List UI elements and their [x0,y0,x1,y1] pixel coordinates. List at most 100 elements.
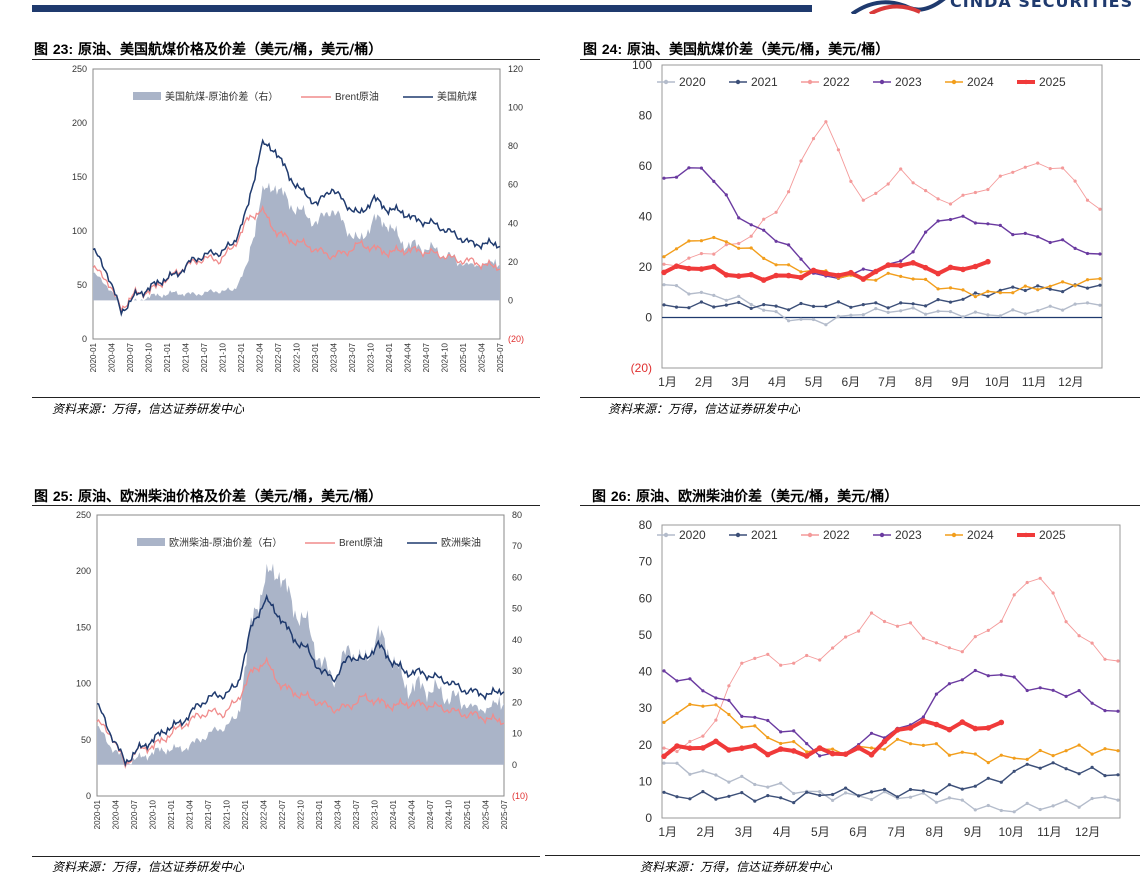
series-point-2021 [799,301,803,306]
series-point-2025 [785,272,792,279]
series-point-2021 [1098,283,1102,287]
series-point-2021 [973,291,978,295]
series-point-2025 [773,272,779,279]
series-point-2023 [740,714,744,719]
x-tick-label: 2020-07 [130,799,139,829]
plot-frame [96,514,505,797]
figure-25-title: 图 25: 原油、欧洲柴油价格及价差（美元/桶，美元/桶） [34,488,383,505]
series-point-2020 [687,292,691,296]
series-point-2021 [961,297,965,301]
legend-label-spread: 美国航煤-原油价差（右） [165,90,278,103]
series-point-2020 [874,307,878,311]
series-point-2022 [724,243,728,247]
series-point-2021 [1036,284,1040,288]
series-point-2020 [1023,312,1027,316]
series-point-2025 [881,738,888,745]
series-point-2025 [798,274,804,281]
product-line-series [92,138,501,317]
series-point-2025 [835,272,842,279]
series-point-2020 [1090,796,1094,801]
series-point-2024 [831,747,835,751]
x-tick-label: 6月 [841,375,860,389]
series-point-2021 [960,787,964,791]
y-left-tick-label: 50 [77,280,87,290]
x-tick-label: 2024-01 [389,799,398,829]
series-point-2021 [934,792,939,796]
series-point-2024 [662,720,666,725]
series-point-2022 [779,663,783,667]
series-point-2021 [999,780,1003,784]
series-point-2024 [1038,748,1042,753]
legend-label-spread: 欧洲柴油-原油价差（右） [169,536,282,549]
series-point-2023 [999,673,1003,677]
series-point-2023 [861,267,865,271]
legend-label-2022: 2022 [823,75,850,89]
series-point-2023 [899,259,903,263]
y-left-tick-label: 100 [72,226,87,236]
series-point-2020 [947,796,952,800]
x-tick-label: 2020-01 [93,799,102,829]
series-point-2020 [799,317,803,321]
series-point-2020 [699,290,704,294]
x-tick-label: 2023-10 [371,799,380,829]
x-tick-label: 5月 [811,825,830,839]
y-right-tick-label: 40 [512,635,522,645]
series-point-2025 [674,743,680,749]
series-point-2020 [1012,810,1016,814]
series-point-2020 [724,298,728,302]
legend-marker-2024 [951,532,957,538]
series-point-2022 [1077,634,1081,638]
y-tick-label: 50 [639,628,653,642]
series-point-2023 [799,257,803,261]
series-point-2021 [712,305,716,309]
x-tick-label: 3月 [731,375,750,389]
y-left-tick-label: 0 [82,334,87,344]
series-point-2025 [816,745,823,751]
series-point-2021 [687,306,691,310]
series-point-2024 [792,740,796,744]
x-tick-label: 2022-10 [297,799,306,829]
series-point-2023 [675,679,679,683]
y-right-tick-label: 60 [512,572,522,582]
x-tick-label: 4月 [773,825,792,839]
series-point-2023 [911,250,915,254]
y-left-tick-label: 150 [72,172,87,182]
plot-frame [92,68,501,340]
series-point-2021 [675,795,679,799]
series-point-2020 [787,319,791,323]
series-point-2020 [737,294,741,298]
series-point-2023 [1048,240,1052,245]
series-point-2021 [857,794,861,798]
series-point-2023 [998,223,1002,227]
series-point-2024 [762,256,766,260]
y-right-tick-label: 60 [508,180,518,190]
series-point-2023 [779,730,783,734]
series-point-2022 [1061,166,1065,170]
x-tick-label: 2023-07 [348,342,357,372]
series-point-2021 [818,793,822,798]
series-point-2022 [911,181,915,185]
series-point-2025 [661,753,667,760]
series-point-2021 [874,301,878,305]
series-point-2025 [920,718,927,724]
series-point-2023 [1073,246,1077,250]
series-point-2020 [811,317,816,322]
series-point-2024 [998,291,1002,295]
series-point-2024 [869,746,874,750]
series-point-2023 [714,696,718,700]
series-point-2025 [686,265,692,272]
series-point-2021 [921,789,926,793]
x-tick-label: 2024-01 [385,342,394,372]
series-point-2025 [842,751,849,757]
y-left-tick-label: 150 [76,622,91,632]
legend-marker-2025 [1023,532,1029,538]
series-point-2022 [882,619,887,624]
y-right-tick-label: (20) [508,334,524,344]
series-point-2024 [805,750,809,754]
series-point-2021 [701,790,705,794]
series-point-2025 [998,719,1005,726]
x-tick-label: 11月 [1037,825,1061,839]
series-point-2023 [724,193,728,197]
source-note: 资料来源：万得，信达证券研发中心 [640,860,833,874]
